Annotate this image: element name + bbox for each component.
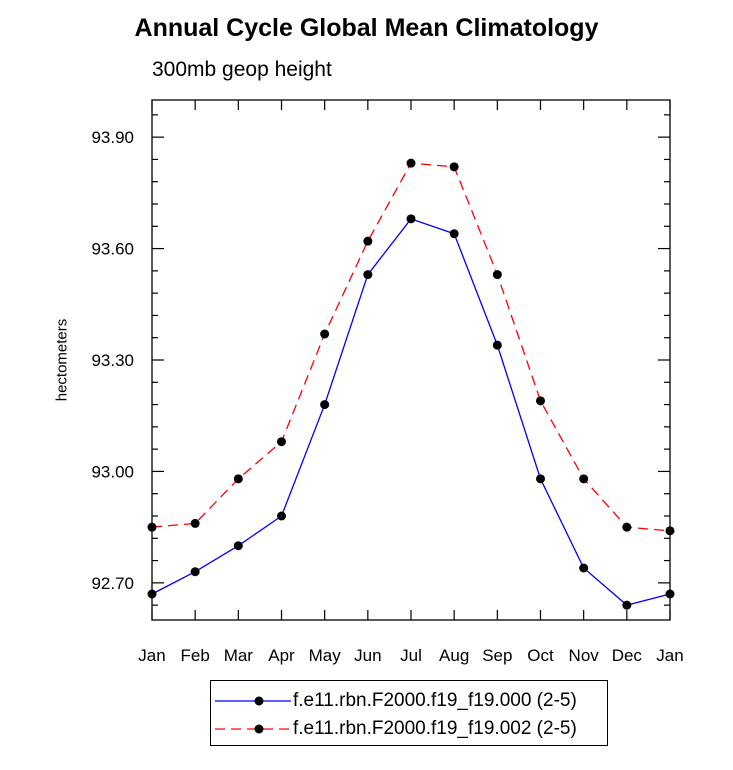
x-tick-label: Oct [527,646,554,665]
data-point-series-2 [579,474,589,484]
y-tick-label: 93.30 [91,351,134,370]
data-point-series-1 [320,400,330,410]
series-layer [147,158,675,610]
data-point-series-2 [190,518,200,528]
legend-item-series-1: f.e11.rbn.F2000.f19_f19.000 (2-5) [211,689,607,713]
line-chart: Jan Feb Mar Apr May Jun Jul Aug Sep Oct Nov Dec Jan … [91,99,684,665]
legend-item-series-2: f.e11.rbn.F2000.f19_f19.002 (2-5) [211,717,607,741]
data-point-series-1 [579,563,589,573]
data-point-series-1 [536,474,545,484]
chart-title: Annual Cycle Global Mean Climatology [134,14,599,42]
data-point-series-2 [363,236,373,246]
data-point-series-1 [190,567,200,577]
data-point-series-2 [449,162,459,172]
x-tick-label: Dec [612,646,643,665]
chart-subtitle: 300mb geop height [152,58,332,81]
y-tick-label: 93.90 [91,128,134,147]
axis-ticks [151,100,671,620]
data-point-series-2 [277,437,286,447]
data-point-series-1 [277,511,286,521]
data-point-series-2 [492,270,502,280]
series-line-1 [151,218,671,606]
y-tick-labels: 92.70 93.00 93.30 93.60 93.90 [91,128,134,593]
x-tick-label: Jun [354,646,381,665]
plot-frame [151,99,671,621]
data-point-series-2 [536,396,545,406]
legend-label-series-2: f.e11.rbn.F2000.f19_f19.002 (2-5) [293,718,577,739]
x-tick-label: Aug [439,646,469,665]
data-point-series-2 [320,329,330,339]
legend-marker-series-1 [215,696,291,706]
data-point-series-1 [449,229,459,239]
y-tick-label: 92.70 [91,574,134,593]
x-tick-label: May [309,646,342,665]
x-tick-label: Jan [138,646,165,665]
x-tick-labels: Jan Feb Mar Apr May Jun Jul Aug Sep Oct Nov Dec Jan [138,646,683,665]
x-tick-label: Jan [656,646,683,665]
legend-label-series-1: f.e11.rbn.F2000.f19_f19.000 (2-5) [293,690,577,711]
y-tick-label: 93.60 [91,240,134,259]
legend: f.e11.rbn.F2000.f19_f19.000 (2-5) f.e11.… [210,680,608,746]
data-point-series-2 [233,474,243,484]
x-tick-label: Mar [224,646,254,665]
x-tick-label: Jul [400,646,422,665]
data-point-series-1 [363,270,373,280]
legend-marker-series-2 [215,724,291,734]
data-point-series-1 [406,214,416,224]
data-point-series-2 [622,522,632,532]
x-tick-label: Nov [569,646,600,665]
data-point-series-2 [406,158,416,168]
y-tick-label: 93.00 [91,462,134,481]
x-tick-label: Apr [268,646,295,665]
x-tick-label: Sep [482,646,512,665]
data-point-series-1 [233,541,243,551]
x-tick-label: Feb [181,646,210,665]
data-point-series-1 [622,600,632,610]
data-point-series-1 [492,340,502,350]
